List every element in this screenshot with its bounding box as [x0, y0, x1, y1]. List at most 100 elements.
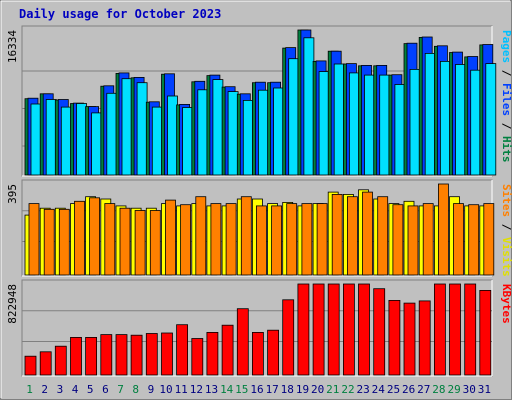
bar-pages-day-19: [303, 37, 315, 176]
day-label-27: 27: [417, 383, 430, 396]
day-label-1: 1: [26, 383, 33, 396]
bar-sites-day-31: [483, 203, 495, 276]
bar-sites-day-14: [225, 203, 237, 276]
bar-pages-day-20: [318, 71, 330, 176]
y-max-label: 16334: [6, 30, 19, 63]
bar-pages-day-4: [76, 103, 87, 176]
day-label-7: 7: [117, 383, 124, 396]
bar-pages-day-6: [106, 92, 118, 176]
bar-sites-day-21: [331, 193, 343, 276]
bar-kbytes-day-30: [464, 283, 477, 376]
day-label-11: 11: [175, 383, 188, 396]
bar-kbytes-day-26: [403, 302, 416, 376]
bar-pages-day-8: [136, 82, 148, 176]
bar-sites-day-16: [255, 205, 267, 276]
day-label-17: 17: [266, 383, 279, 396]
bar-pages-day-15: [242, 100, 254, 176]
day-label-24: 24: [372, 383, 386, 396]
bar-pages-day-3: [60, 106, 72, 176]
legend-entry-files: Files: [500, 83, 512, 116]
bar-sites-day-15: [240, 196, 252, 276]
bar-pages-day-30: [470, 69, 482, 176]
bar-kbytes-day-7: [115, 334, 128, 376]
chart-panels: 16334 Pages / Files / Hits 395 Sites / Visi…: [6, 25, 512, 377]
day-label-19: 19: [296, 383, 309, 396]
day-label-20: 20: [311, 383, 324, 396]
bar-sites-day-11: [180, 204, 192, 276]
bar-pages-day-26: [409, 69, 421, 176]
bar-pages-day-13: [212, 79, 224, 176]
bar-kbytes-day-24: [373, 288, 386, 376]
bar-sites-day-8: [134, 210, 146, 276]
bar-pages-day-18: [288, 58, 300, 176]
bar-pages-day-29: [455, 64, 466, 176]
day-label-29: 29: [447, 383, 460, 396]
chart-title: Daily usage for October 2023: [19, 7, 221, 21]
bar-kbytes-day-5: [85, 336, 97, 376]
bar-kbytes-day-8: [130, 334, 143, 376]
bar-kbytes-day-15: [236, 308, 249, 376]
day-label-5: 5: [87, 383, 94, 396]
bar-sites-day-12: [195, 196, 207, 276]
bar-kbytes-day-23: [358, 283, 370, 376]
bar-sites-day-25: [392, 204, 404, 276]
panel-sites-visits: 395 Sites / Visits: [6, 179, 512, 277]
day-label-12: 12: [190, 383, 203, 396]
bar-pages-day-14: [227, 91, 239, 176]
bar-sites-day-24: [377, 196, 389, 276]
bar-pages-day-23: [364, 74, 375, 176]
day-label-13: 13: [205, 383, 218, 396]
bar-sites-day-5: [89, 197, 100, 276]
bar-kbytes-day-10: [161, 332, 173, 376]
bar-sites-day-28: [437, 183, 449, 276]
bar-kbytes-day-3: [54, 345, 67, 376]
day-label-2: 2: [41, 383, 48, 396]
bar-pages-day-2: [45, 99, 57, 176]
bar-pages-day-1: [30, 103, 42, 176]
bar-sites-day-30: [468, 204, 480, 276]
bar-pages-day-11: [182, 107, 194, 176]
day-label-25: 25: [387, 383, 400, 396]
day-label-8: 8: [132, 383, 139, 396]
legend-entry-pages: Pages: [500, 30, 512, 63]
bar-kbytes-day-29: [449, 283, 461, 376]
bar-kbytes-day-17: [267, 329, 280, 376]
legend-entry-sites: Sites: [500, 184, 512, 217]
y-max-label: 395: [6, 184, 19, 204]
bar-pages-day-22: [348, 72, 360, 176]
day-label-14: 14: [220, 383, 234, 396]
bar-sites-day-27: [422, 203, 434, 276]
legend-entry-kbytes: KBytes: [500, 284, 512, 324]
bar-sites-day-2: [43, 208, 55, 276]
panel-pages-files-hits: 16334 Pages / Files / Hits: [6, 25, 512, 177]
day-label-16: 16: [250, 383, 263, 396]
legend-entry-hits: Hits: [500, 136, 512, 163]
bar-pages-day-28: [439, 61, 451, 176]
bar-kbytes-day-2: [39, 351, 52, 376]
day-label-9: 9: [148, 383, 155, 396]
legend-separator: /: [500, 217, 512, 237]
bar-kbytes-day-22: [342, 283, 355, 376]
bar-kbytes-day-12: [191, 338, 204, 376]
bar-sites-day-13: [210, 203, 222, 276]
day-label-6: 6: [102, 383, 109, 396]
bar-kbytes-day-16: [251, 331, 264, 376]
legend-label-kbytes: KBytes: [500, 284, 512, 324]
bar-pages-day-5: [91, 112, 102, 176]
bar-kbytes-day-27: [418, 300, 431, 376]
bar-sites-day-4: [74, 200, 85, 276]
bar-sites-day-6: [104, 203, 116, 276]
legend-separator: /: [500, 116, 512, 136]
day-label-30: 30: [463, 383, 476, 396]
bar-pages-day-12: [197, 89, 209, 176]
day-label-18: 18: [281, 383, 294, 396]
day-label-31: 31: [478, 383, 491, 396]
bar-kbytes-day-11: [176, 324, 189, 376]
bar-pages-day-24: [379, 74, 391, 176]
bar-kbytes-day-25: [388, 299, 401, 376]
day-label-28: 28: [432, 383, 445, 396]
legend-label-sites-visits: Sites / Visits: [500, 184, 512, 277]
bar-kbytes-day-18: [282, 299, 295, 376]
bar-sites-day-10: [165, 199, 176, 276]
